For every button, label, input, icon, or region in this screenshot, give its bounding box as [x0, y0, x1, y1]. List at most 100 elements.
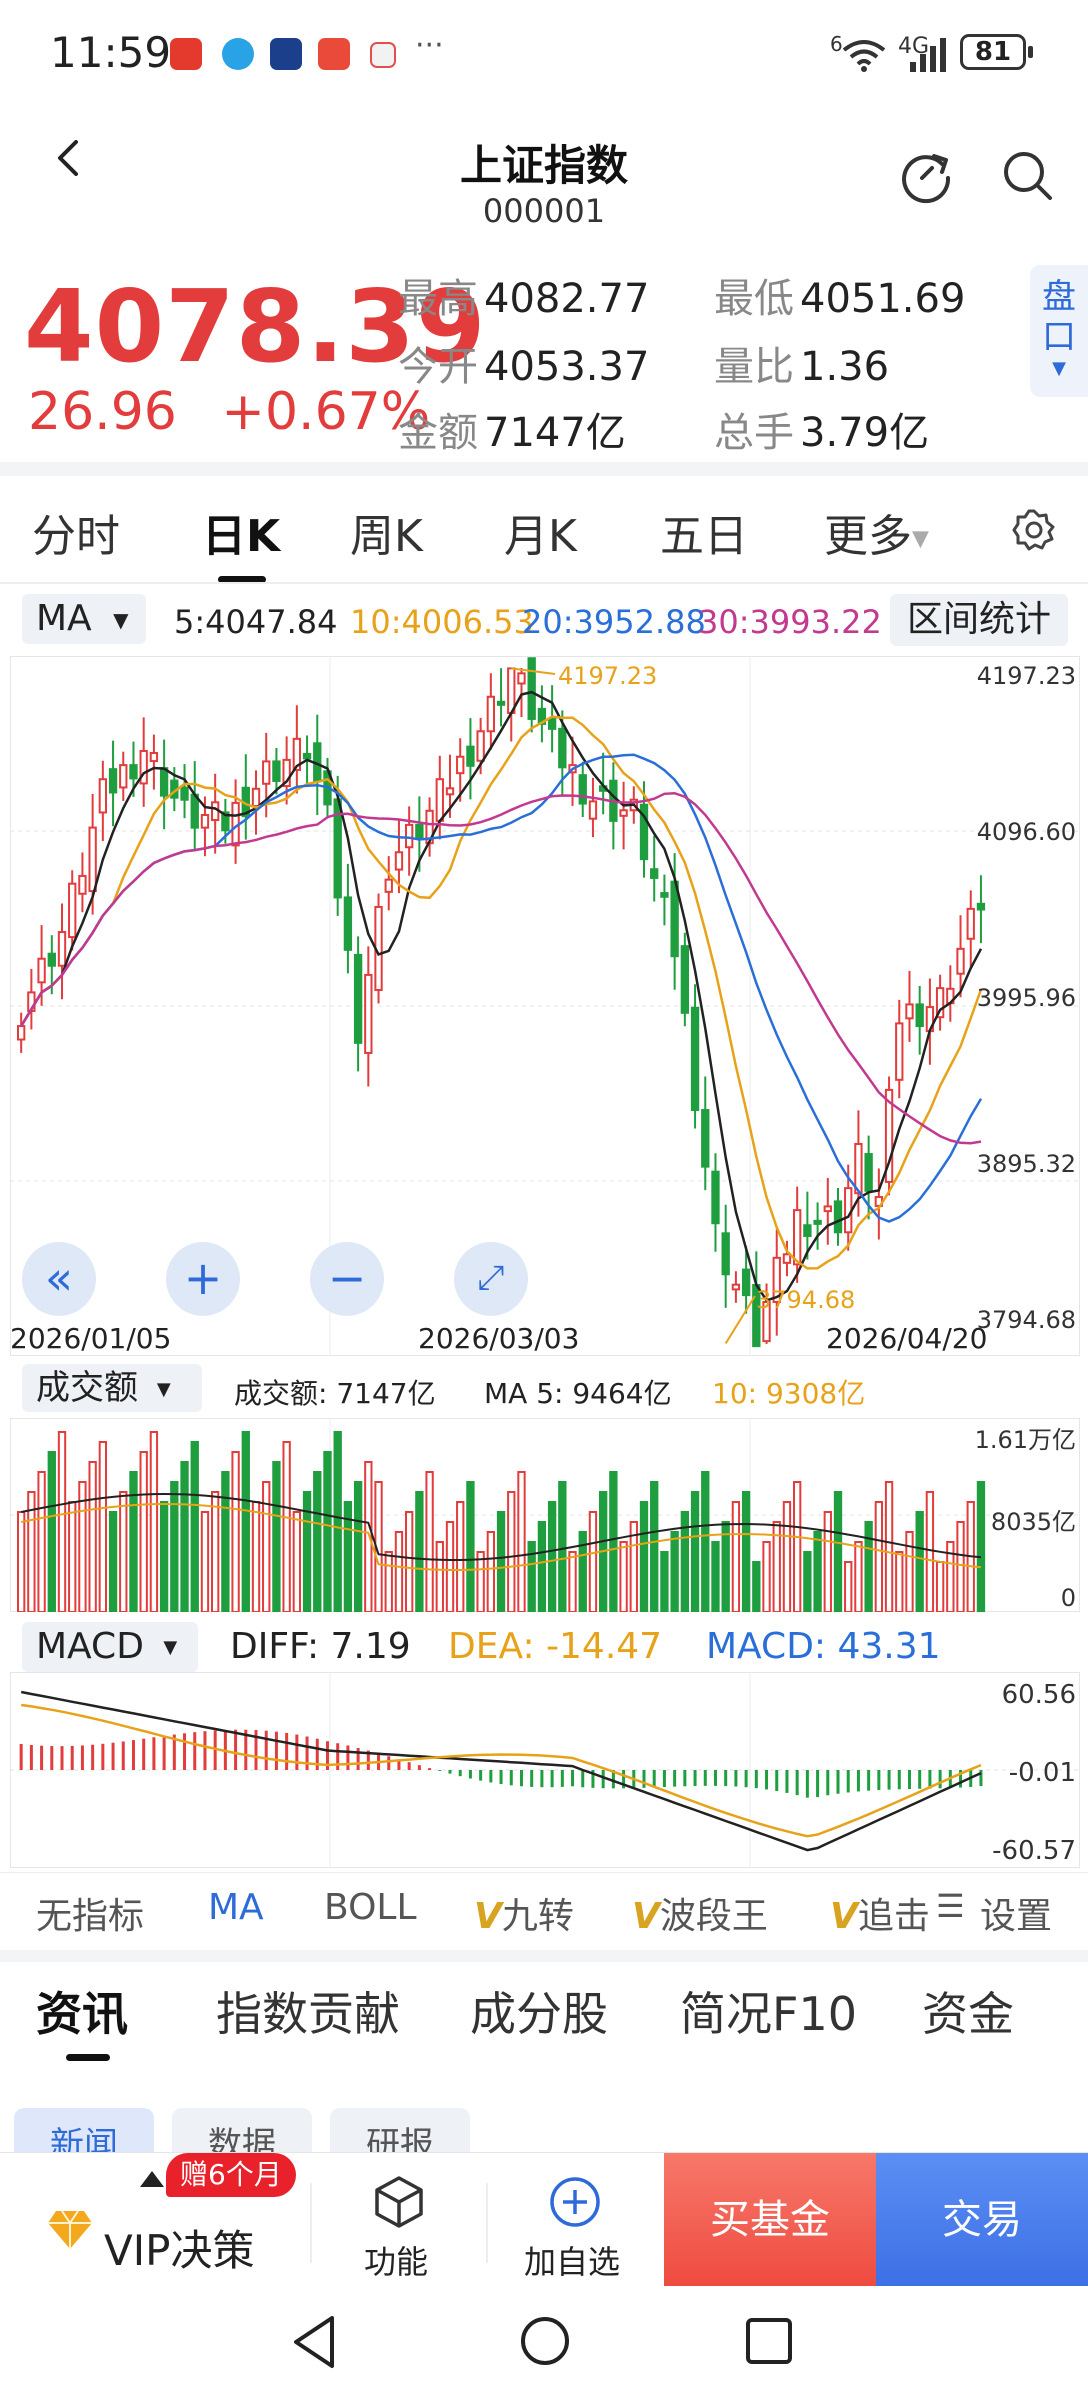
indicator-tab-ma[interactable]: MA [208, 1887, 264, 1928]
candle-body [690, 1006, 700, 1112]
range-stats-button[interactable]: 区间统计 [890, 594, 1068, 646]
volume-bar [772, 1521, 781, 1612]
candle-body [466, 745, 475, 767]
macd-level-1: 60.56 [1001, 1680, 1076, 1710]
candle-body [833, 1200, 843, 1234]
volume-bar [272, 1461, 281, 1612]
tab-more-label: 更多 [824, 511, 912, 562]
settings-button[interactable]: ☰ 设置 [936, 1883, 1088, 1941]
tab-fenshi[interactable]: 分时 [32, 511, 120, 562]
back-icon[interactable] [50, 140, 86, 176]
volume-bar [343, 1501, 353, 1612]
tab-f10[interactable]: 简况F10 [680, 1987, 857, 2041]
caret-down-icon: ▼ [156, 1378, 171, 1400]
nav-back-icon[interactable] [290, 2314, 340, 2370]
tab-weekly-k[interactable]: 周K [350, 511, 423, 562]
search-icon[interactable] [1000, 148, 1056, 204]
candle-body [302, 752, 312, 760]
candle-body [976, 902, 986, 911]
volume-bar [711, 1541, 720, 1612]
macd-chart[interactable] [10, 1672, 1080, 1868]
indicator-tab-zhuiji[interactable]: V追击 [830, 1896, 930, 1937]
volume-bar [588, 1511, 598, 1612]
volume-bar [190, 1441, 199, 1612]
macd-indicator-select[interactable]: MACD ▼ [22, 1622, 198, 1672]
tab-more[interactable]: 更多▼ [824, 500, 929, 564]
zoom-in-icon[interactable]: + [166, 1242, 240, 1316]
volume-bar [568, 1551, 577, 1612]
caret-down-icon: ▼ [113, 608, 129, 632]
pankou-button[interactable]: 盘口 ▼ [1030, 265, 1088, 397]
date-end: 2026/04/20 [826, 1322, 988, 1355]
tab-daily-k[interactable]: 日K [202, 511, 281, 562]
tab-news-info[interactable]: 资讯 [36, 1987, 128, 2041]
chart-settings-gear-icon[interactable] [1012, 508, 1056, 552]
volume-bar [517, 1471, 526, 1612]
chevron-down-icon: ▼ [1052, 358, 1066, 379]
scroll-back-icon[interactable]: « [22, 1242, 96, 1316]
volume-bar [313, 1471, 322, 1612]
buy-fund-button[interactable]: 买基金 [664, 2153, 876, 2287]
indicator-tab-jiuzhuan[interactable]: V九转 [474, 1896, 574, 1937]
function-button[interactable]: 功能 [364, 2243, 429, 2281]
ma30-line [20, 791, 982, 1145]
stat-turnover-hands: 总手 3.79亿 [714, 410, 930, 456]
vip-label[interactable]: VIP决策 [104, 2226, 255, 2275]
candle-body [364, 973, 373, 1054]
volume-bar [139, 1451, 148, 1612]
volume-bar [57, 1431, 67, 1612]
price-level-1: 4197.23 [976, 662, 1076, 690]
bottom-action-bar: VIP决策 赠6个月 功能 加自选 买基金 交易 [0, 2152, 1088, 2287]
stat-open: 今开 4053.37 [398, 344, 650, 390]
candle-body [353, 953, 363, 1044]
ma-indicator-select[interactable]: MA ▼ [22, 594, 146, 644]
active-info-tab-indicator [66, 2054, 110, 2061]
add-watchlist-button[interactable]: 加自选 [524, 2243, 621, 2281]
refresh-icon[interactable] [898, 148, 954, 204]
candle-body [721, 1232, 730, 1276]
fullscreen-icon[interactable]: ⤢ [454, 1242, 528, 1316]
candle-body [823, 1205, 832, 1213]
volume-bar [456, 1501, 465, 1612]
volume-bar [37, 1471, 46, 1612]
tab-constituents[interactable]: 成分股 [470, 1987, 608, 2041]
volume-bar [262, 1481, 271, 1612]
candle-body [272, 760, 281, 782]
volume-bar [292, 1511, 302, 1612]
more-notifications: ··· [415, 28, 444, 63]
tab-five-day[interactable]: 五日 [660, 511, 748, 562]
indicator-tab-none[interactable]: 无指标 [36, 1896, 145, 1937]
tab-capital-flow[interactable]: 资金 [922, 1987, 1014, 2041]
volume-bar [925, 1491, 935, 1612]
tab-monthly-k[interactable]: 月K [504, 511, 577, 562]
kline-chart[interactable] [10, 656, 1080, 1356]
volume-bar [445, 1521, 455, 1612]
volume-bar [660, 1551, 669, 1612]
candle-body [149, 752, 159, 763]
volume-bar [333, 1431, 342, 1612]
zoom-out-icon[interactable]: − [310, 1242, 384, 1316]
volume-bar [823, 1511, 832, 1612]
volume-bar [833, 1491, 843, 1612]
price-level-5: 3794.68 [976, 1306, 1076, 1334]
wifi-icon [842, 40, 886, 72]
macd-diff: DIFF: 7.19 [230, 1626, 411, 1667]
indicator-tab-boll[interactable]: BOLL [324, 1887, 417, 1928]
nav-recents-icon[interactable] [744, 2316, 794, 2366]
nav-home-icon[interactable] [518, 2314, 572, 2368]
candle-body [17, 1025, 26, 1041]
system-nav-bar [0, 2286, 1088, 2400]
music-icon [318, 38, 350, 70]
volume-indicator-select[interactable]: 成交额 ▼ [22, 1364, 202, 1412]
tab-index-contribution[interactable]: 指数贡献 [216, 1987, 400, 2041]
candle-body [445, 787, 455, 796]
candle-body [190, 793, 199, 829]
indicator-tab-boduanwang[interactable]: V波段王 [632, 1896, 768, 1937]
volume-ma10: 10: 9308亿 [712, 1377, 866, 1410]
candle-body [108, 768, 118, 794]
volume-bar [282, 1441, 291, 1612]
volume-bar [854, 1541, 863, 1612]
volume-chart[interactable] [10, 1418, 1080, 1612]
trade-button[interactable]: 交易 [876, 2153, 1088, 2287]
ma5-line [20, 690, 983, 1302]
